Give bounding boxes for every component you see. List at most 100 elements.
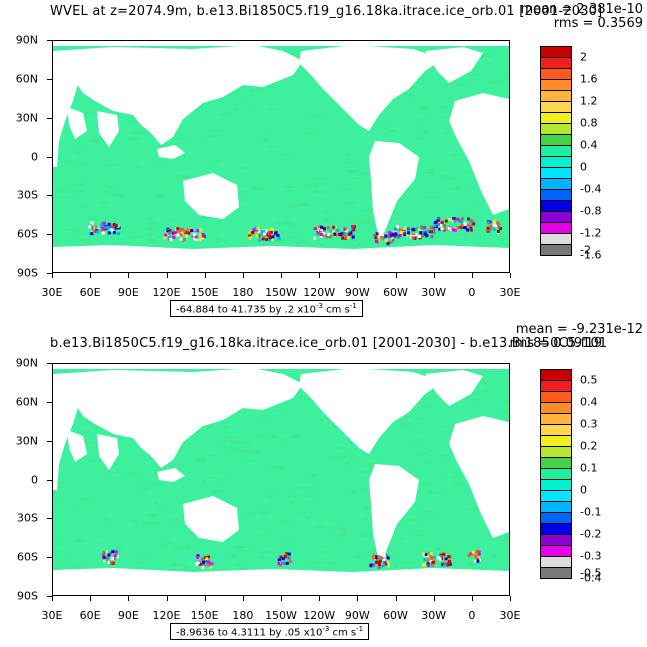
field-speckle — [102, 556, 106, 560]
ocean-texture — [267, 145, 279, 148]
field-speckle — [423, 562, 427, 566]
ocean-texture — [158, 163, 167, 166]
ocean-texture — [215, 160, 221, 163]
ocean-texture — [319, 418, 325, 421]
ocean-texture — [413, 136, 424, 139]
ocean-texture — [471, 398, 479, 401]
field-speckle — [285, 561, 289, 565]
ocean-texture — [337, 447, 346, 449]
ocean-texture — [128, 137, 140, 140]
colorbar-label: 0 — [580, 483, 587, 497]
ocean-texture — [227, 436, 236, 439]
ocean-texture — [279, 521, 290, 524]
ocean-texture — [314, 526, 326, 528]
field-speckle — [117, 232, 121, 236]
field-speckle — [265, 238, 269, 241]
field-speckle — [497, 223, 501, 227]
colorbar-label: 0.2 — [580, 439, 598, 453]
field-speckle — [495, 225, 499, 228]
field-speckle — [396, 225, 399, 229]
y-tick-mark — [47, 557, 52, 559]
ocean-texture — [209, 129, 221, 132]
x-tick-mark — [166, 273, 168, 278]
x-tick-label: 120E — [152, 286, 181, 299]
field-speckle — [344, 229, 348, 233]
ocean-texture — [344, 201, 356, 204]
ocean-texture — [148, 221, 157, 224]
x-tick-label: 150W — [265, 609, 297, 622]
land-arabia — [67, 107, 87, 139]
field-speckle — [112, 556, 116, 560]
field-speckle — [477, 552, 481, 556]
field-speckle — [375, 558, 379, 562]
field-speckle — [385, 554, 389, 557]
ocean-texture — [285, 543, 291, 546]
ocean-texture — [304, 495, 314, 498]
field-speckle — [443, 561, 447, 565]
field-speckle — [94, 225, 98, 229]
field-speckle — [492, 220, 496, 224]
field-speckle — [269, 230, 273, 234]
ocean-texture — [79, 163, 89, 166]
field-speckle — [313, 227, 317, 231]
x-tick-label: 30W — [421, 286, 447, 299]
field-speckle — [469, 228, 473, 232]
field-speckle — [378, 563, 381, 567]
field-speckle — [388, 240, 392, 244]
ocean-texture — [255, 434, 266, 437]
land-africa-europe — [53, 384, 79, 490]
contour-range-label: -64.884 to 41.735 by .2 x10-3 cm s-1 — [170, 300, 363, 318]
field-speckle — [372, 556, 376, 560]
map-plot — [52, 363, 510, 596]
field-speckle — [414, 233, 418, 237]
field-speckle — [106, 556, 109, 560]
ocean-texture — [359, 219, 371, 222]
field-speckle — [382, 558, 386, 562]
field-speckle — [183, 237, 186, 241]
field-speckle — [333, 232, 337, 236]
ocean-texture — [482, 389, 493, 392]
field-speckle — [343, 235, 347, 239]
field-speckle — [338, 232, 342, 236]
field-speckle — [413, 236, 417, 240]
field-speckle — [432, 560, 436, 564]
field-speckle — [328, 235, 332, 239]
ocean-texture — [60, 196, 68, 199]
field-speckle — [164, 233, 168, 237]
land-north-america — [299, 368, 443, 454]
ocean-texture — [234, 564, 240, 567]
ocean-texture — [368, 463, 378, 466]
field-speckle — [111, 550, 115, 554]
colorbar-label: 0.4 — [580, 138, 598, 152]
field-speckle — [165, 231, 169, 235]
ocean-texture — [334, 527, 346, 530]
ocean-texture — [240, 549, 249, 552]
field-speckle — [102, 551, 106, 555]
x-tick-mark — [242, 273, 244, 278]
ocean-texture — [131, 236, 143, 239]
ocean-texture — [422, 405, 432, 407]
ocean-texture — [468, 73, 477, 76]
x-tick-mark — [395, 596, 397, 601]
ocean-texture — [440, 105, 448, 108]
field-speckle — [201, 565, 205, 569]
field-speckle — [426, 558, 430, 562]
field-speckle — [466, 228, 470, 232]
field-speckle — [386, 561, 390, 565]
field-speckle — [486, 226, 490, 230]
field-speckle — [496, 221, 500, 225]
ocean-texture — [267, 435, 278, 438]
ocean-texture — [348, 238, 359, 241]
field-speckle — [443, 227, 447, 231]
ocean-texture — [247, 450, 259, 453]
x-tick-mark — [471, 273, 473, 278]
field-speckle — [441, 562, 445, 566]
ocean-texture — [415, 149, 422, 152]
field-speckle — [176, 229, 180, 233]
y-tick-label: 60S — [17, 550, 38, 564]
ocean-texture — [71, 564, 81, 567]
ocean-texture — [131, 456, 142, 459]
field-speckle — [474, 556, 478, 559]
field-speckle — [200, 557, 204, 561]
field-speckle — [423, 558, 427, 562]
